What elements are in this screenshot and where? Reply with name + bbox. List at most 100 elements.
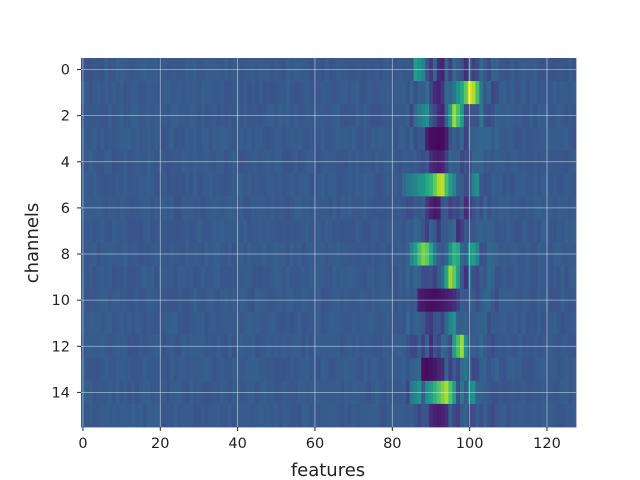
heatmap-cell	[200, 265, 206, 290]
heatmap-cell	[537, 173, 542, 197]
heatmap-cell	[525, 403, 530, 428]
heatmap-cell	[425, 81, 430, 105]
heatmap-cell	[320, 127, 326, 151]
heatmap-cell	[405, 265, 411, 290]
heatmap-cell	[324, 311, 329, 336]
heatmap-cell	[154, 127, 159, 151]
heatmap-cell	[502, 81, 507, 105]
heatmap-cell	[258, 127, 264, 151]
heatmap-cell	[541, 357, 546, 382]
heatmap-cell	[251, 403, 256, 428]
heatmap-cell	[131, 219, 136, 243]
heatmap-cell	[92, 403, 97, 428]
heatmap-cell	[224, 81, 229, 105]
heatmap-cell	[448, 265, 453, 290]
heatmap-cell	[502, 173, 507, 197]
heatmap-cell	[351, 219, 356, 243]
heatmap-cell	[533, 357, 538, 382]
heatmap-cell	[568, 311, 573, 336]
heatmap-cell	[166, 265, 171, 290]
heatmap-cell	[475, 81, 480, 105]
heatmap-cell	[378, 357, 384, 382]
heatmap-cell	[510, 311, 515, 336]
heatmap-cell	[200, 357, 206, 382]
heatmap-cell	[409, 265, 414, 290]
heatmap-cell	[115, 127, 121, 151]
heatmap-cell	[173, 173, 179, 197]
heatmap-cell	[421, 81, 426, 105]
heatmap-cell	[328, 403, 333, 428]
heatmap-cell	[572, 81, 577, 105]
heatmap-cell	[297, 311, 302, 336]
heatmap-cell	[212, 311, 217, 336]
heatmap-cell	[92, 127, 97, 151]
heatmap-cell	[398, 311, 403, 336]
heatmap-cell	[510, 265, 515, 290]
heatmap-cell	[88, 127, 93, 151]
heatmap-cell	[247, 357, 252, 382]
heatmap-cell	[556, 127, 561, 151]
heatmap-cell	[525, 127, 530, 151]
heatmap-cell	[173, 403, 179, 428]
heatmap-cell	[104, 403, 109, 428]
heatmap-cell	[440, 265, 445, 290]
heatmap-cell	[525, 265, 530, 290]
heatmap-cell	[227, 357, 233, 382]
heatmap-cell	[266, 173, 271, 197]
heatmap-cell	[378, 403, 384, 428]
heatmap-cell	[197, 265, 202, 290]
heatmap-cell	[378, 219, 384, 243]
heatmap-cell	[533, 311, 538, 336]
heatmap-cell	[340, 265, 345, 290]
heatmap-cell	[405, 311, 411, 336]
heatmap-cell	[258, 311, 264, 336]
heatmap-cell	[239, 357, 244, 382]
heatmap-cell	[471, 357, 476, 382]
heatmap-cell	[568, 403, 573, 428]
heatmap-cell	[104, 265, 109, 290]
heatmap-cell	[278, 173, 283, 197]
heatmap-cell	[316, 219, 322, 243]
heatmap-cell	[305, 403, 310, 428]
heatmap-cell	[127, 219, 132, 243]
heatmap-cell	[359, 265, 364, 290]
heatmap-cell	[255, 311, 260, 336]
heatmap-cell	[510, 403, 515, 428]
heatmap-cell	[96, 173, 101, 197]
heatmap-cell	[274, 219, 279, 243]
heatmap-cell	[169, 403, 175, 428]
heatmap-cell	[332, 311, 337, 336]
heatmap-cell	[336, 265, 341, 290]
heatmap-cell	[320, 173, 326, 197]
heatmap-cell	[490, 219, 496, 243]
heatmap-cell	[274, 127, 279, 151]
heatmap-cell	[448, 311, 453, 336]
heatmap-cell	[320, 403, 326, 428]
heatmap-cell	[382, 265, 387, 290]
heatmap-cell	[529, 357, 534, 382]
heatmap-cell	[224, 311, 229, 336]
heatmap-cell	[142, 219, 148, 243]
heatmap-cell	[189, 403, 194, 428]
heatmap-cell	[421, 219, 426, 243]
heatmap-cell	[162, 219, 167, 243]
heatmap-cell	[193, 357, 198, 382]
heatmap-cell	[154, 311, 159, 336]
heatmap-cell	[498, 81, 503, 105]
heatmap-cell	[301, 311, 306, 336]
heatmap-cell	[459, 173, 465, 197]
heatmap-cell	[266, 265, 271, 290]
heatmap-cell	[548, 403, 554, 428]
heatmap-cell	[343, 265, 349, 290]
heatmap-cell	[328, 265, 333, 290]
heatmap-cell	[401, 311, 407, 336]
heatmap-cell	[127, 403, 132, 428]
heatmap-cell	[343, 219, 349, 243]
heatmap-cell	[193, 219, 198, 243]
heatmap-cell	[382, 173, 387, 197]
heatmap-cell	[247, 127, 252, 151]
heatmap-cell	[332, 265, 337, 290]
heatmap-cell	[243, 403, 248, 428]
heatmap-cell	[405, 403, 411, 428]
heatmap-cell	[181, 403, 186, 428]
